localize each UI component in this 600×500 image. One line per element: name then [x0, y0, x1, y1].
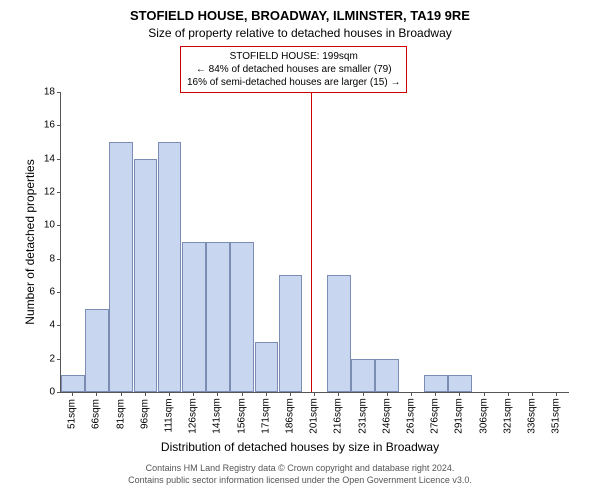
ytick-label: 2 [49, 353, 55, 364]
ytick-label: 10 [44, 220, 55, 231]
histogram-bar [230, 242, 254, 392]
histogram-bar [85, 309, 109, 392]
histogram-bar [279, 275, 303, 392]
callout-line3: 16% of semi-detached houses are larger (… [187, 76, 400, 89]
ytick-label: 6 [49, 287, 55, 298]
histogram-bar [109, 142, 133, 392]
xtick-label: 291sqm [454, 386, 465, 422]
xtick-label: 261sqm [405, 386, 416, 422]
ytick-label: 18 [44, 87, 55, 98]
chart-title: STOFIELD HOUSE, BROADWAY, ILMINSTER, TA1… [0, 8, 600, 23]
ytick-label: 14 [44, 153, 55, 164]
xtick-label: 81sqm [115, 388, 126, 418]
ytick-label: 8 [49, 253, 55, 264]
histogram-bar [134, 159, 158, 392]
xtick-label: 66sqm [91, 388, 102, 418]
xtick-label: 216sqm [333, 386, 344, 422]
histogram-bar [255, 342, 279, 392]
xtick-label: 276sqm [430, 386, 441, 422]
footer: Contains HM Land Registry data © Crown c… [0, 463, 600, 486]
xtick-label: 336sqm [526, 386, 537, 422]
xtick-label: 246sqm [381, 386, 392, 422]
y-axis-label: Number of detached properties [23, 142, 37, 342]
histogram-bar [158, 142, 182, 392]
ytick-label: 0 [49, 387, 55, 398]
xtick-label: 231sqm [357, 386, 368, 422]
footer-line2: Contains public sector information licen… [0, 475, 600, 487]
ytick-label: 16 [44, 120, 55, 131]
xtick-label: 156sqm [236, 386, 247, 422]
xtick-label: 351sqm [551, 386, 562, 422]
ytick [57, 159, 61, 160]
chart-subtitle: Size of property relative to detached ho… [0, 26, 600, 40]
xtick-label: 186sqm [285, 386, 296, 422]
marker-line [311, 92, 312, 392]
xtick-label: 306sqm [478, 386, 489, 422]
ytick-label: 12 [44, 187, 55, 198]
ytick [57, 359, 61, 360]
xtick-label: 321sqm [502, 386, 513, 422]
histogram-bar [206, 242, 230, 392]
ytick [57, 325, 61, 326]
histogram-bar [327, 275, 351, 392]
xtick-label: 171sqm [260, 386, 271, 422]
plot-area: 02468101214161851sqm66sqm81sqm96sqm111sq… [60, 92, 569, 393]
xtick-label: 141sqm [212, 386, 223, 422]
footer-line1: Contains HM Land Registry data © Crown c… [0, 463, 600, 475]
callout-line1: STOFIELD HOUSE: 199sqm [187, 50, 400, 63]
callout-line2: ← 84% of detached houses are smaller (79… [187, 63, 400, 76]
x-axis-label: Distribution of detached houses by size … [0, 440, 600, 454]
ytick [57, 225, 61, 226]
xtick-label: 51sqm [67, 388, 78, 418]
xtick-label: 126sqm [188, 386, 199, 422]
ytick [57, 92, 61, 93]
ytick [57, 125, 61, 126]
xtick-label: 111sqm [164, 386, 175, 420]
ytick [57, 192, 61, 193]
ytick [57, 259, 61, 260]
ytick [57, 392, 61, 393]
ytick [57, 292, 61, 293]
xtick-label: 96sqm [139, 388, 150, 418]
histogram-bar [182, 242, 206, 392]
ytick-label: 4 [49, 320, 55, 331]
callout-box: STOFIELD HOUSE: 199sqm ← 84% of detached… [180, 46, 407, 93]
